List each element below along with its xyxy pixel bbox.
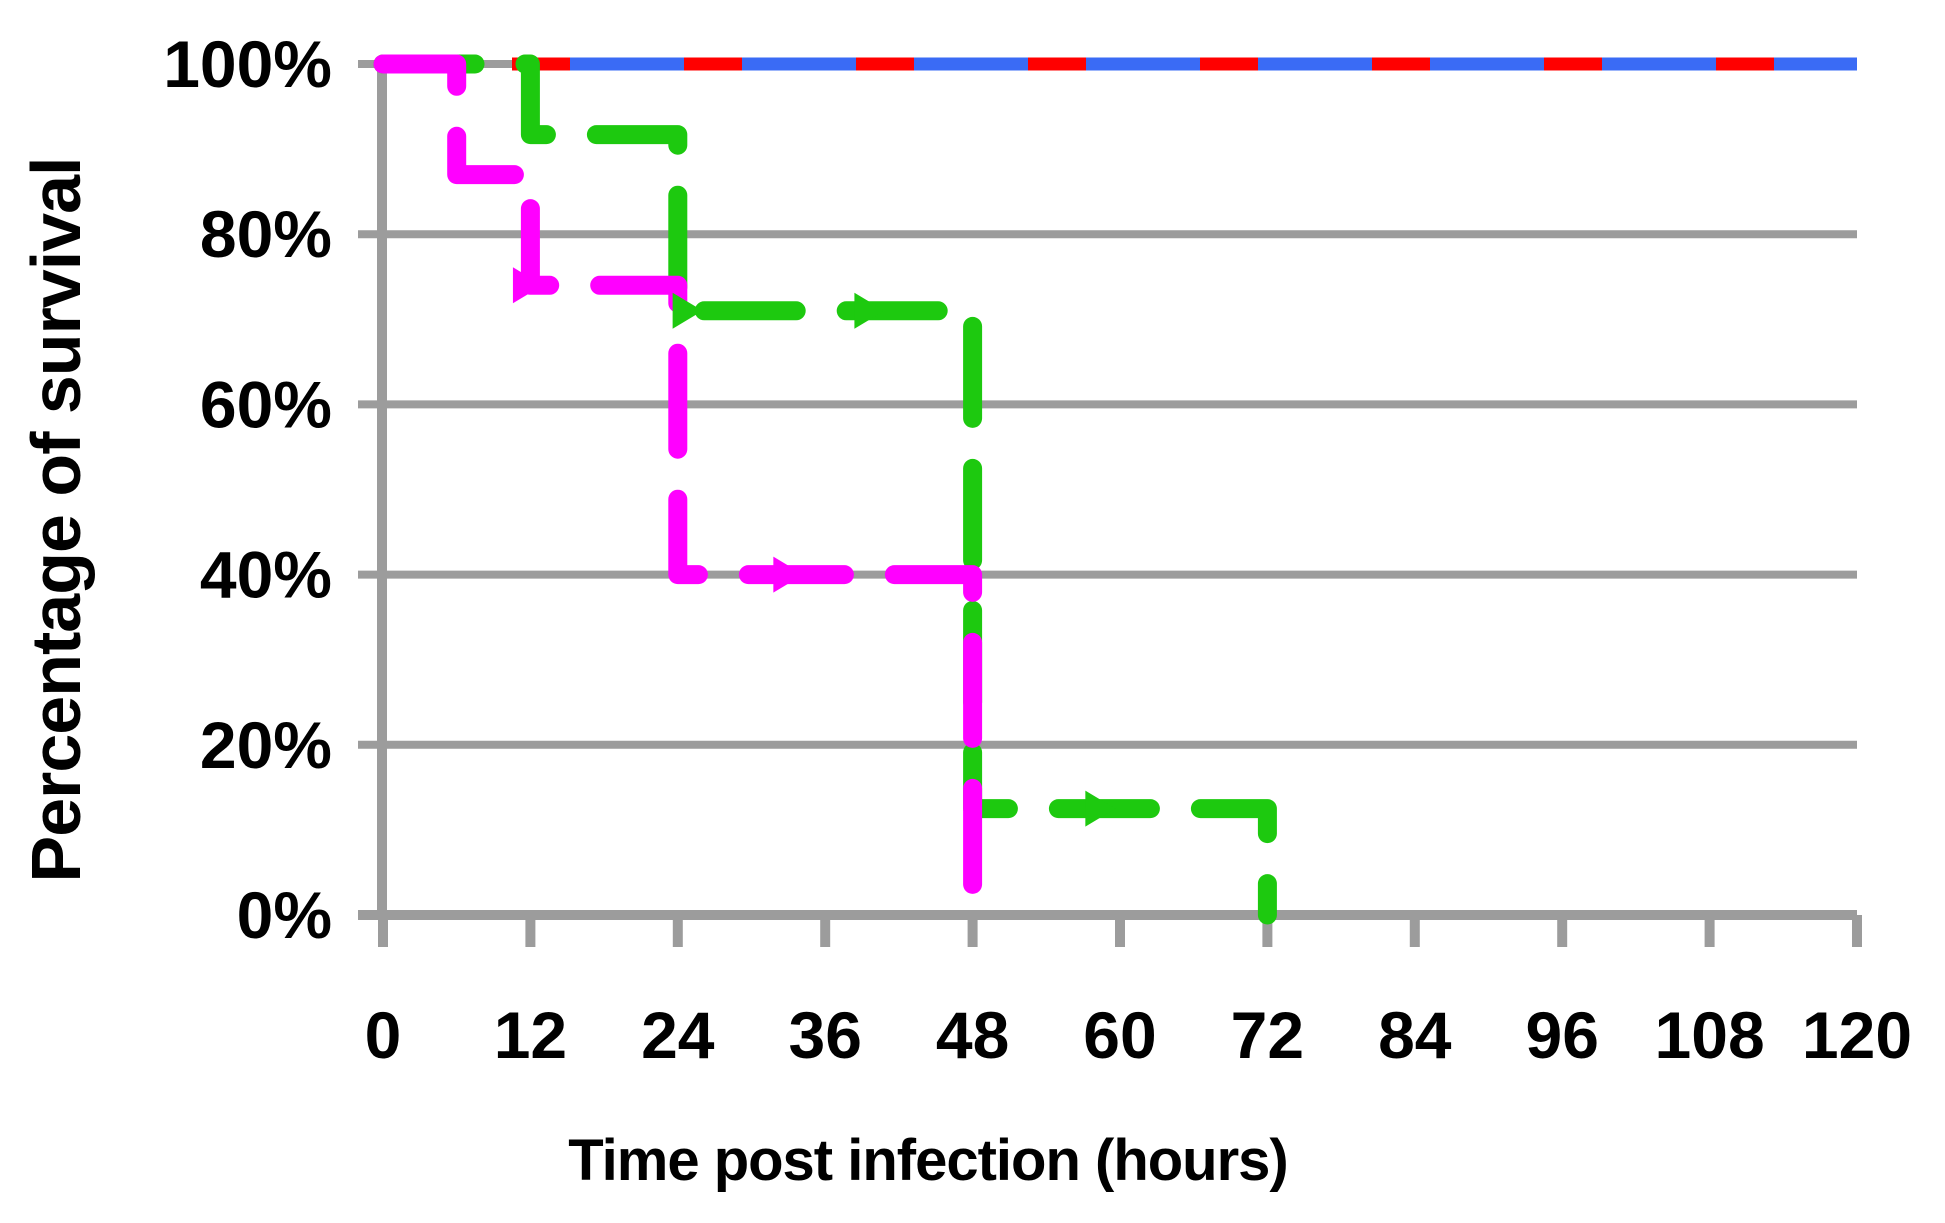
y-tick-label-100pct: 100% xyxy=(163,27,332,101)
dash-arrow-marker-3 xyxy=(854,292,885,329)
y-tick-label-20pct: 20% xyxy=(200,708,332,782)
x-tick-label-24: 24 xyxy=(641,998,715,1072)
x-tick-label-84: 84 xyxy=(1378,998,1452,1072)
x-tick-label-96: 96 xyxy=(1525,998,1598,1072)
x-tick-label-108: 108 xyxy=(1655,998,1765,1072)
x-tick-label-0: 0 xyxy=(365,998,402,1072)
y-tick-label-0pct: 0% xyxy=(237,878,332,952)
y-tick-label-60pct: 60% xyxy=(200,367,332,441)
gridlines-layer xyxy=(358,60,1857,749)
x-tick-label-120: 120 xyxy=(1802,998,1912,1072)
y-tick-label-40pct: 40% xyxy=(200,538,332,612)
x-tick-label-72: 72 xyxy=(1231,998,1304,1072)
dash-arrow-marker-4 xyxy=(1085,790,1116,827)
x-axis-title: Time post infection (hours) xyxy=(568,1128,1288,1193)
y-tick-label-80pct: 80% xyxy=(200,197,332,271)
tick-labels-layer: 100% 80% 60% 40% 20% 0% 0 12 24 36 48 60 72 84 96 108 12… xyxy=(163,27,1912,1072)
x-tick-label-36: 36 xyxy=(788,998,861,1072)
dash-arrow-marker-1 xyxy=(773,556,804,593)
x-tick-label-60: 60 xyxy=(1083,998,1156,1072)
dash-arrow-marker-0 xyxy=(512,267,543,304)
y-axis-title: Percentage of survival xyxy=(17,158,95,883)
x-tick-label-48: 48 xyxy=(936,998,1009,1072)
x-tick-label-12: 12 xyxy=(494,998,567,1072)
series-layer xyxy=(373,54,1857,925)
axes-layer xyxy=(358,60,1862,947)
dash-arrow-markers-layer xyxy=(512,267,1116,827)
series-green-path xyxy=(373,54,1277,925)
dash-arrow-marker-2 xyxy=(672,292,703,329)
